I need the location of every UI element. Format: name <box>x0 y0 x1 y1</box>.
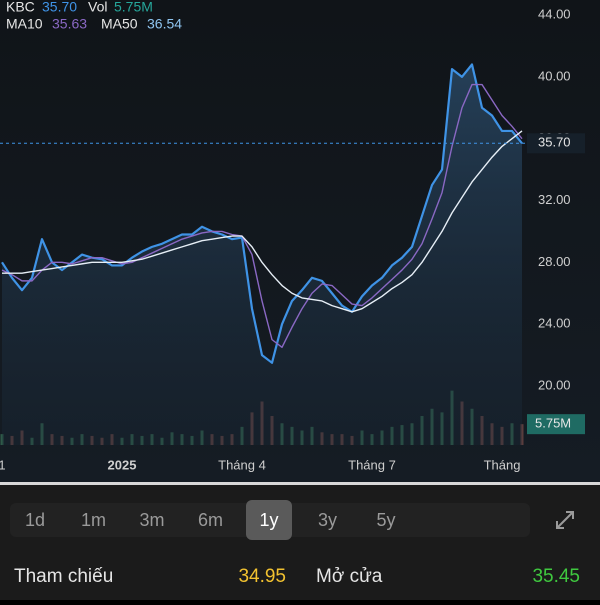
period-button[interactable]: 1y <box>259 510 278 530</box>
legend: KBC 35.70 Vol 5.75M MA10 35.63 MA50 36.5… <box>6 0 182 32</box>
vol-label: Vol <box>88 0 107 15</box>
x-tick-label: Tháng <box>484 457 521 472</box>
stat-value: 35.45 <box>532 566 580 587</box>
stat-value: 34.95 <box>238 566 286 587</box>
price-area <box>2 64 522 445</box>
period-button[interactable]: 3m <box>139 510 164 530</box>
period-bar: 1d 1m 3m 6m 1y 3y 5y <box>10 500 530 540</box>
period-button[interactable]: 5y <box>376 510 395 530</box>
x-tick-label: Tháng 4 <box>218 457 266 472</box>
y-tick-label: 24.00 <box>538 316 571 331</box>
y-tick-label: 28.00 <box>538 254 571 269</box>
stats: Tham chiếu 34.95 Mở cửa 35.45 <box>14 566 580 587</box>
expand-icon[interactable] <box>556 511 574 529</box>
symbol: KBC <box>6 0 35 15</box>
period-button[interactable]: 6m <box>198 510 223 530</box>
stat-label: Tham chiếu <box>14 566 113 587</box>
ma50-label: MA50 <box>101 16 138 32</box>
x-tick-label: 1 <box>0 457 6 472</box>
ma10-label: MA10 <box>6 16 43 32</box>
period-button[interactable]: 3y <box>318 510 337 530</box>
price: 35.70 <box>42 0 77 15</box>
y-tick-label: 40.00 <box>538 68 571 83</box>
plot: 44.0040.0036.0032.0028.0024.0020.0035.70… <box>0 6 585 472</box>
period-selected <box>246 500 292 540</box>
ma-line <box>1 83 523 349</box>
vol-value: 5.75M <box>114 0 153 15</box>
ma-line <box>2 130 523 313</box>
y-tick-label: 44.00 <box>538 6 571 21</box>
divider <box>0 482 600 485</box>
y-tick-label: 32.00 <box>538 192 571 207</box>
x-tick-label: 2025 <box>108 457 137 472</box>
price-tag-label: 35.70 <box>538 135 571 150</box>
volume-tag-label: 5.75M <box>535 416 571 431</box>
x-tick-label: Tháng 7 <box>348 457 396 472</box>
price-tag <box>527 133 585 154</box>
volume-tag <box>527 414 585 435</box>
ma50-value: 36.54 <box>147 16 182 32</box>
period-button[interactable]: 1d <box>25 510 45 530</box>
ma10-value: 35.63 <box>52 16 87 32</box>
y-tick-label: 20.00 <box>538 377 571 392</box>
period-button[interactable]: 1m <box>81 510 106 530</box>
stat-label: Mở cửa <box>316 566 383 587</box>
price-line <box>1 63 523 364</box>
